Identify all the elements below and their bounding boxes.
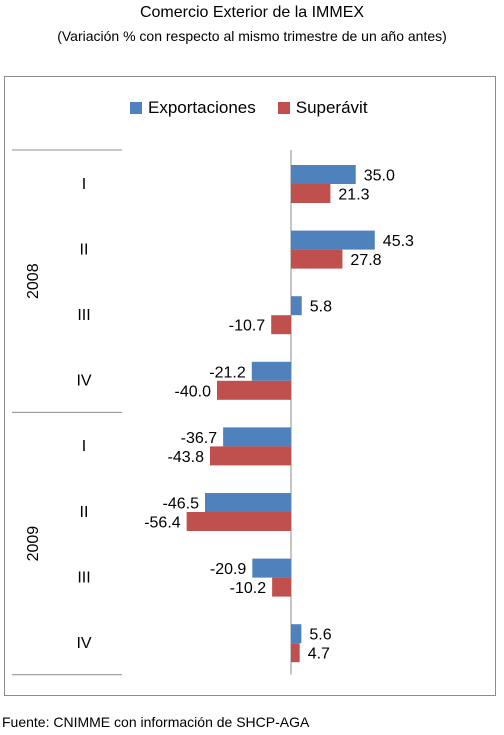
legend-item-superavit: Superávit — [277, 98, 368, 118]
bar-exportaciones-2009-III — [252, 558, 291, 578]
bar-superávit-2009-IV — [291, 643, 300, 663]
data-label-superávit-2009-II: -56.4 — [144, 515, 181, 532]
legend-label-superavit: Superávit — [295, 98, 368, 117]
data-label-superávit-2008-I: 21.3 — [338, 187, 369, 204]
data-label-superávit-2008-III: -10.7 — [229, 318, 266, 335]
legend-swatch-superavit — [277, 102, 290, 114]
category-label-2009-II: II — [80, 504, 89, 521]
bar-exportaciones-2008-III — [291, 296, 302, 316]
bar-superávit-2009-II — [186, 512, 291, 531]
data-label-exportaciones-2009-II: -46.5 — [163, 496, 200, 513]
bar-superávit-2008-IV — [217, 380, 291, 400]
bar-superávit-2008-II — [291, 249, 343, 269]
data-label-exportaciones-2009-III: -20.9 — [210, 561, 247, 578]
bar-exportaciones-2008-I — [291, 165, 356, 184]
bar-superávit-2008-I — [291, 184, 331, 203]
data-label-superávit-2009-IV: 4.7 — [308, 646, 330, 663]
chart-title: Comercio Exterior de la IMMEX — [139, 4, 365, 21]
legend: Exportaciones Superávit — [130, 98, 390, 118]
group-label-2008: 2008 — [25, 263, 42, 299]
data-label-superávit-2009-I: -43.8 — [168, 449, 205, 466]
data-label-exportaciones-2008-I: 35.0 — [364, 168, 395, 185]
data-label-exportaciones-2008-IV: -21.2 — [209, 364, 246, 381]
category-label-2008-II: II — [80, 241, 89, 258]
bar-superávit-2009-III — [272, 577, 291, 597]
data-label-exportaciones-2009-I: -36.7 — [181, 430, 218, 447]
bar-exportaciones-2008-IV — [251, 361, 291, 381]
category-label-2008-IV: IV — [76, 373, 91, 390]
bar-exportaciones-2009-IV — [291, 624, 302, 644]
data-label-superávit-2008-II: 27.8 — [350, 252, 381, 269]
category-label-2009-I: I — [82, 438, 86, 455]
legend-item-exportaciones: Exportaciones — [130, 98, 256, 118]
bar-exportaciones-2009-II — [204, 493, 291, 512]
group-label-2009: 2009 — [25, 526, 42, 562]
data-label-exportaciones-2009-IV: 5.6 — [309, 627, 331, 644]
bar-superávit-2009-I — [209, 446, 291, 466]
bar-exportaciones-2009-I — [223, 427, 291, 447]
legend-label-exportaciones: Exportaciones — [148, 98, 256, 117]
data-label-superávit-2008-IV: -40.0 — [175, 383, 212, 400]
legend-swatch-exportaciones — [130, 102, 142, 114]
data-label-exportaciones-2008-III: 5.8 — [310, 299, 332, 316]
data-label-exportaciones-2008-II: 45.3 — [383, 233, 414, 250]
bar-exportaciones-2008-II — [291, 230, 375, 250]
chart-subtitle: (Variación % con respecto al mismo trime… — [57, 28, 447, 44]
category-label-2009-IV: IV — [76, 635, 91, 652]
source-note: Fuente: CNIMME con información de SHCP-A… — [2, 714, 310, 730]
bar-superávit-2008-III — [271, 315, 291, 335]
data-label-superávit-2009-III: -10.2 — [230, 580, 267, 597]
category-label-2008-I: I — [82, 176, 86, 193]
chart-frame — [4, 76, 496, 696]
category-label-2009-III: III — [77, 569, 90, 586]
category-label-2008-III: III — [77, 307, 90, 324]
